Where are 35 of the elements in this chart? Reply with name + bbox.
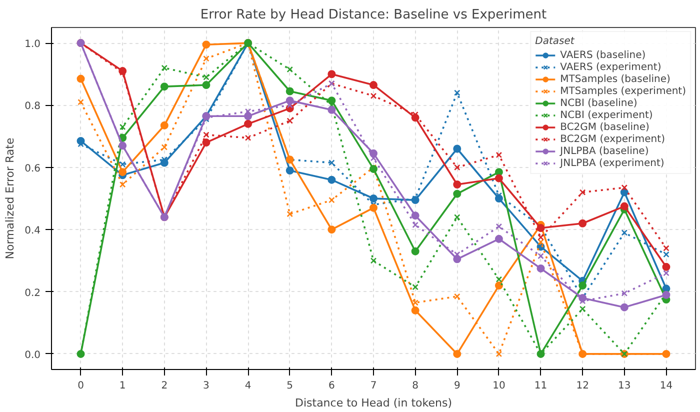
x-tick-label: 0 — [78, 380, 84, 392]
x-tick-label: 1 — [119, 380, 126, 392]
x-tick-label: 11 — [534, 380, 548, 392]
x-tick-label: 6 — [328, 380, 335, 392]
x-tick-label: 13 — [618, 380, 631, 392]
x-tick-label: 8 — [412, 380, 419, 392]
x-tick-label: 10 — [492, 380, 506, 392]
x-tick-label: 4 — [244, 380, 252, 392]
legend-label: JNLPBA (experiment) — [560, 158, 664, 168]
legend-title: Dataset — [535, 36, 576, 47]
x-tick-label: 12 — [576, 380, 589, 392]
legend-label: MTSamples (baseline) — [560, 74, 670, 84]
y-tick-label: 0.2 — [24, 288, 41, 299]
x-tick-label: 5 — [286, 380, 294, 392]
legend-label: JNLPBA (baseline) — [560, 146, 649, 156]
legend-label: BC2GM (baseline) — [560, 122, 650, 132]
y-tick-label: 0.4 — [24, 226, 41, 237]
legend-label: BC2GM (experiment) — [560, 134, 665, 144]
chart-title: Error Rate by Head Distance: Baseline vs Experiment — [200, 8, 547, 22]
x-tick-label: 3 — [203, 380, 210, 392]
y-tick-label: 0.8 — [24, 101, 41, 112]
y-axis-title: Normalized Error Rate — [4, 138, 17, 260]
y-tick-label: 0.6 — [24, 163, 41, 174]
x-tick-label: 2 — [161, 380, 168, 392]
legend-label: NCBI (baseline) — [560, 98, 638, 108]
x-axis-title: Distance to Head (in tokens) — [295, 396, 452, 410]
legend-label: VAERS (experiment) — [560, 62, 662, 72]
legend-label: VAERS (baseline) — [560, 50, 646, 60]
legend-label: NCBI (experiment) — [560, 110, 653, 120]
x-tick-label: 7 — [370, 380, 377, 392]
x-tick-label: 14 — [660, 380, 673, 392]
x-tick-label: 9 — [454, 380, 460, 392]
y-tick-label: 0.0 — [24, 350, 41, 361]
legend-label: MTSamples (experiment) — [560, 86, 686, 96]
y-tick-label: 1.0 — [24, 39, 41, 50]
